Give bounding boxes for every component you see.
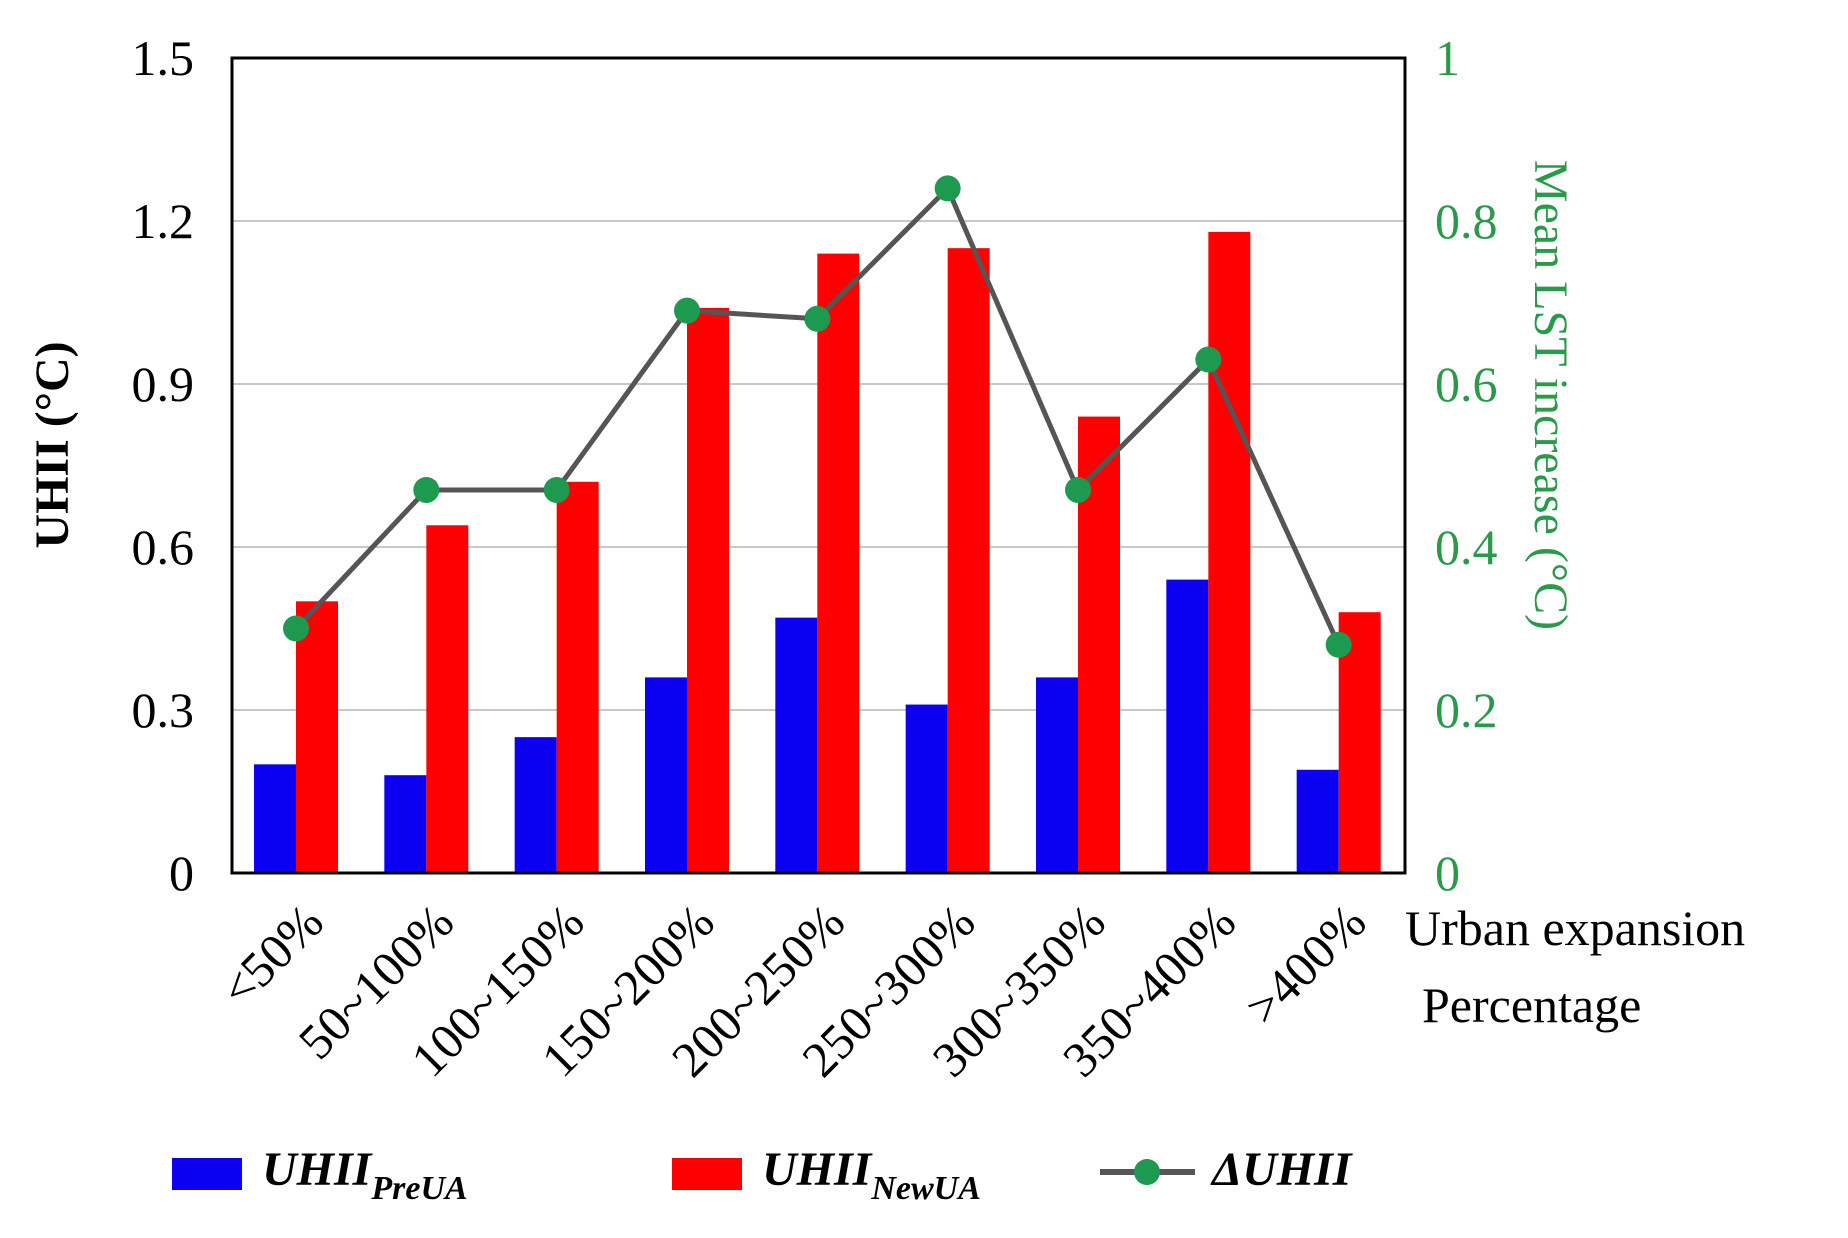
bar-preua-6 (1036, 677, 1078, 873)
marker-delta-uhii-3 (674, 297, 700, 324)
bar-preua-4 (775, 617, 818, 873)
left-tick-label-3: 0.9 (132, 356, 195, 412)
bar-newua-0 (296, 601, 338, 873)
bar-preua-3 (645, 677, 687, 873)
legend-label-newua: UHIINewUA (762, 1143, 981, 1207)
marker-delta-uhii-1 (413, 476, 440, 503)
bar-preua-2 (514, 737, 557, 873)
legend-label-newua-base: UHII (762, 1143, 874, 1196)
legend-swatch-delta-marker (1134, 1159, 1160, 1185)
right-tick-label-5: 1 (1435, 30, 1460, 86)
bar-preua-0 (254, 764, 296, 873)
right-axis-title: Mean LST increase (°C) (1524, 160, 1577, 630)
right-tick-label-2: 0.4 (1435, 519, 1498, 575)
left-axis-title: UHII (°C) (26, 341, 79, 548)
legend-label-newua-sub: NewUA (870, 1170, 981, 1207)
left-tick-label-1: 0.3 (132, 682, 195, 738)
legend-label-preua: UHIIPreUA (262, 1143, 468, 1207)
legend: UHIIPreUA UHIINewUA ΔUHII (172, 1143, 1354, 1207)
bar-newua-4 (817, 253, 860, 874)
marker-delta-uhii-4 (804, 305, 831, 332)
legend-label-preua-sub: PreUA (370, 1170, 467, 1207)
left-tick-label-4: 1.2 (132, 193, 195, 249)
bar-newua-7 (1208, 231, 1251, 873)
bar-newua-5 (947, 248, 990, 873)
bar-newua-1 (426, 525, 469, 873)
legend-swatch-preua (172, 1158, 242, 1190)
legend-swatch-newua (672, 1158, 742, 1190)
left-tick-label-2: 0.6 (132, 519, 195, 575)
marker-delta-uhii-2 (543, 476, 570, 503)
left-tick-label-5: 1.5 (132, 30, 195, 86)
bar-newua-2 (556, 481, 599, 873)
right-tick-label-3: 0.6 (1435, 356, 1498, 412)
right-tick-label-0: 0 (1435, 845, 1460, 901)
bar-preua-8 (1296, 769, 1339, 873)
category-label-8: >400% (1234, 893, 1376, 1035)
category-label-0: <50% (209, 893, 333, 1017)
right-tick-label-4: 0.8 (1435, 193, 1498, 249)
marker-delta-uhii-7 (1195, 346, 1222, 373)
x-axis-title-line2: Percentage (1422, 977, 1641, 1033)
left-tick-label-0: 0 (169, 845, 194, 901)
marker-delta-uhii-5 (934, 175, 961, 202)
bar-preua-5 (905, 704, 948, 873)
legend-label-delta: ΔUHII (1210, 1143, 1354, 1196)
bar-preua-1 (384, 775, 427, 873)
bar-newua-3 (687, 307, 729, 873)
bar-preua-7 (1166, 579, 1209, 873)
right-tick-label-1: 0.2 (1435, 682, 1498, 738)
legend-label-preua-base: UHII (262, 1143, 374, 1196)
marker-delta-uhii-0 (283, 615, 309, 642)
x-axis-title-line1: Urban expansion (1405, 900, 1745, 956)
plot-frame (230, 56, 1407, 875)
marker-delta-uhii-8 (1325, 631, 1352, 658)
marker-delta-uhii-6 (1065, 476, 1091, 503)
